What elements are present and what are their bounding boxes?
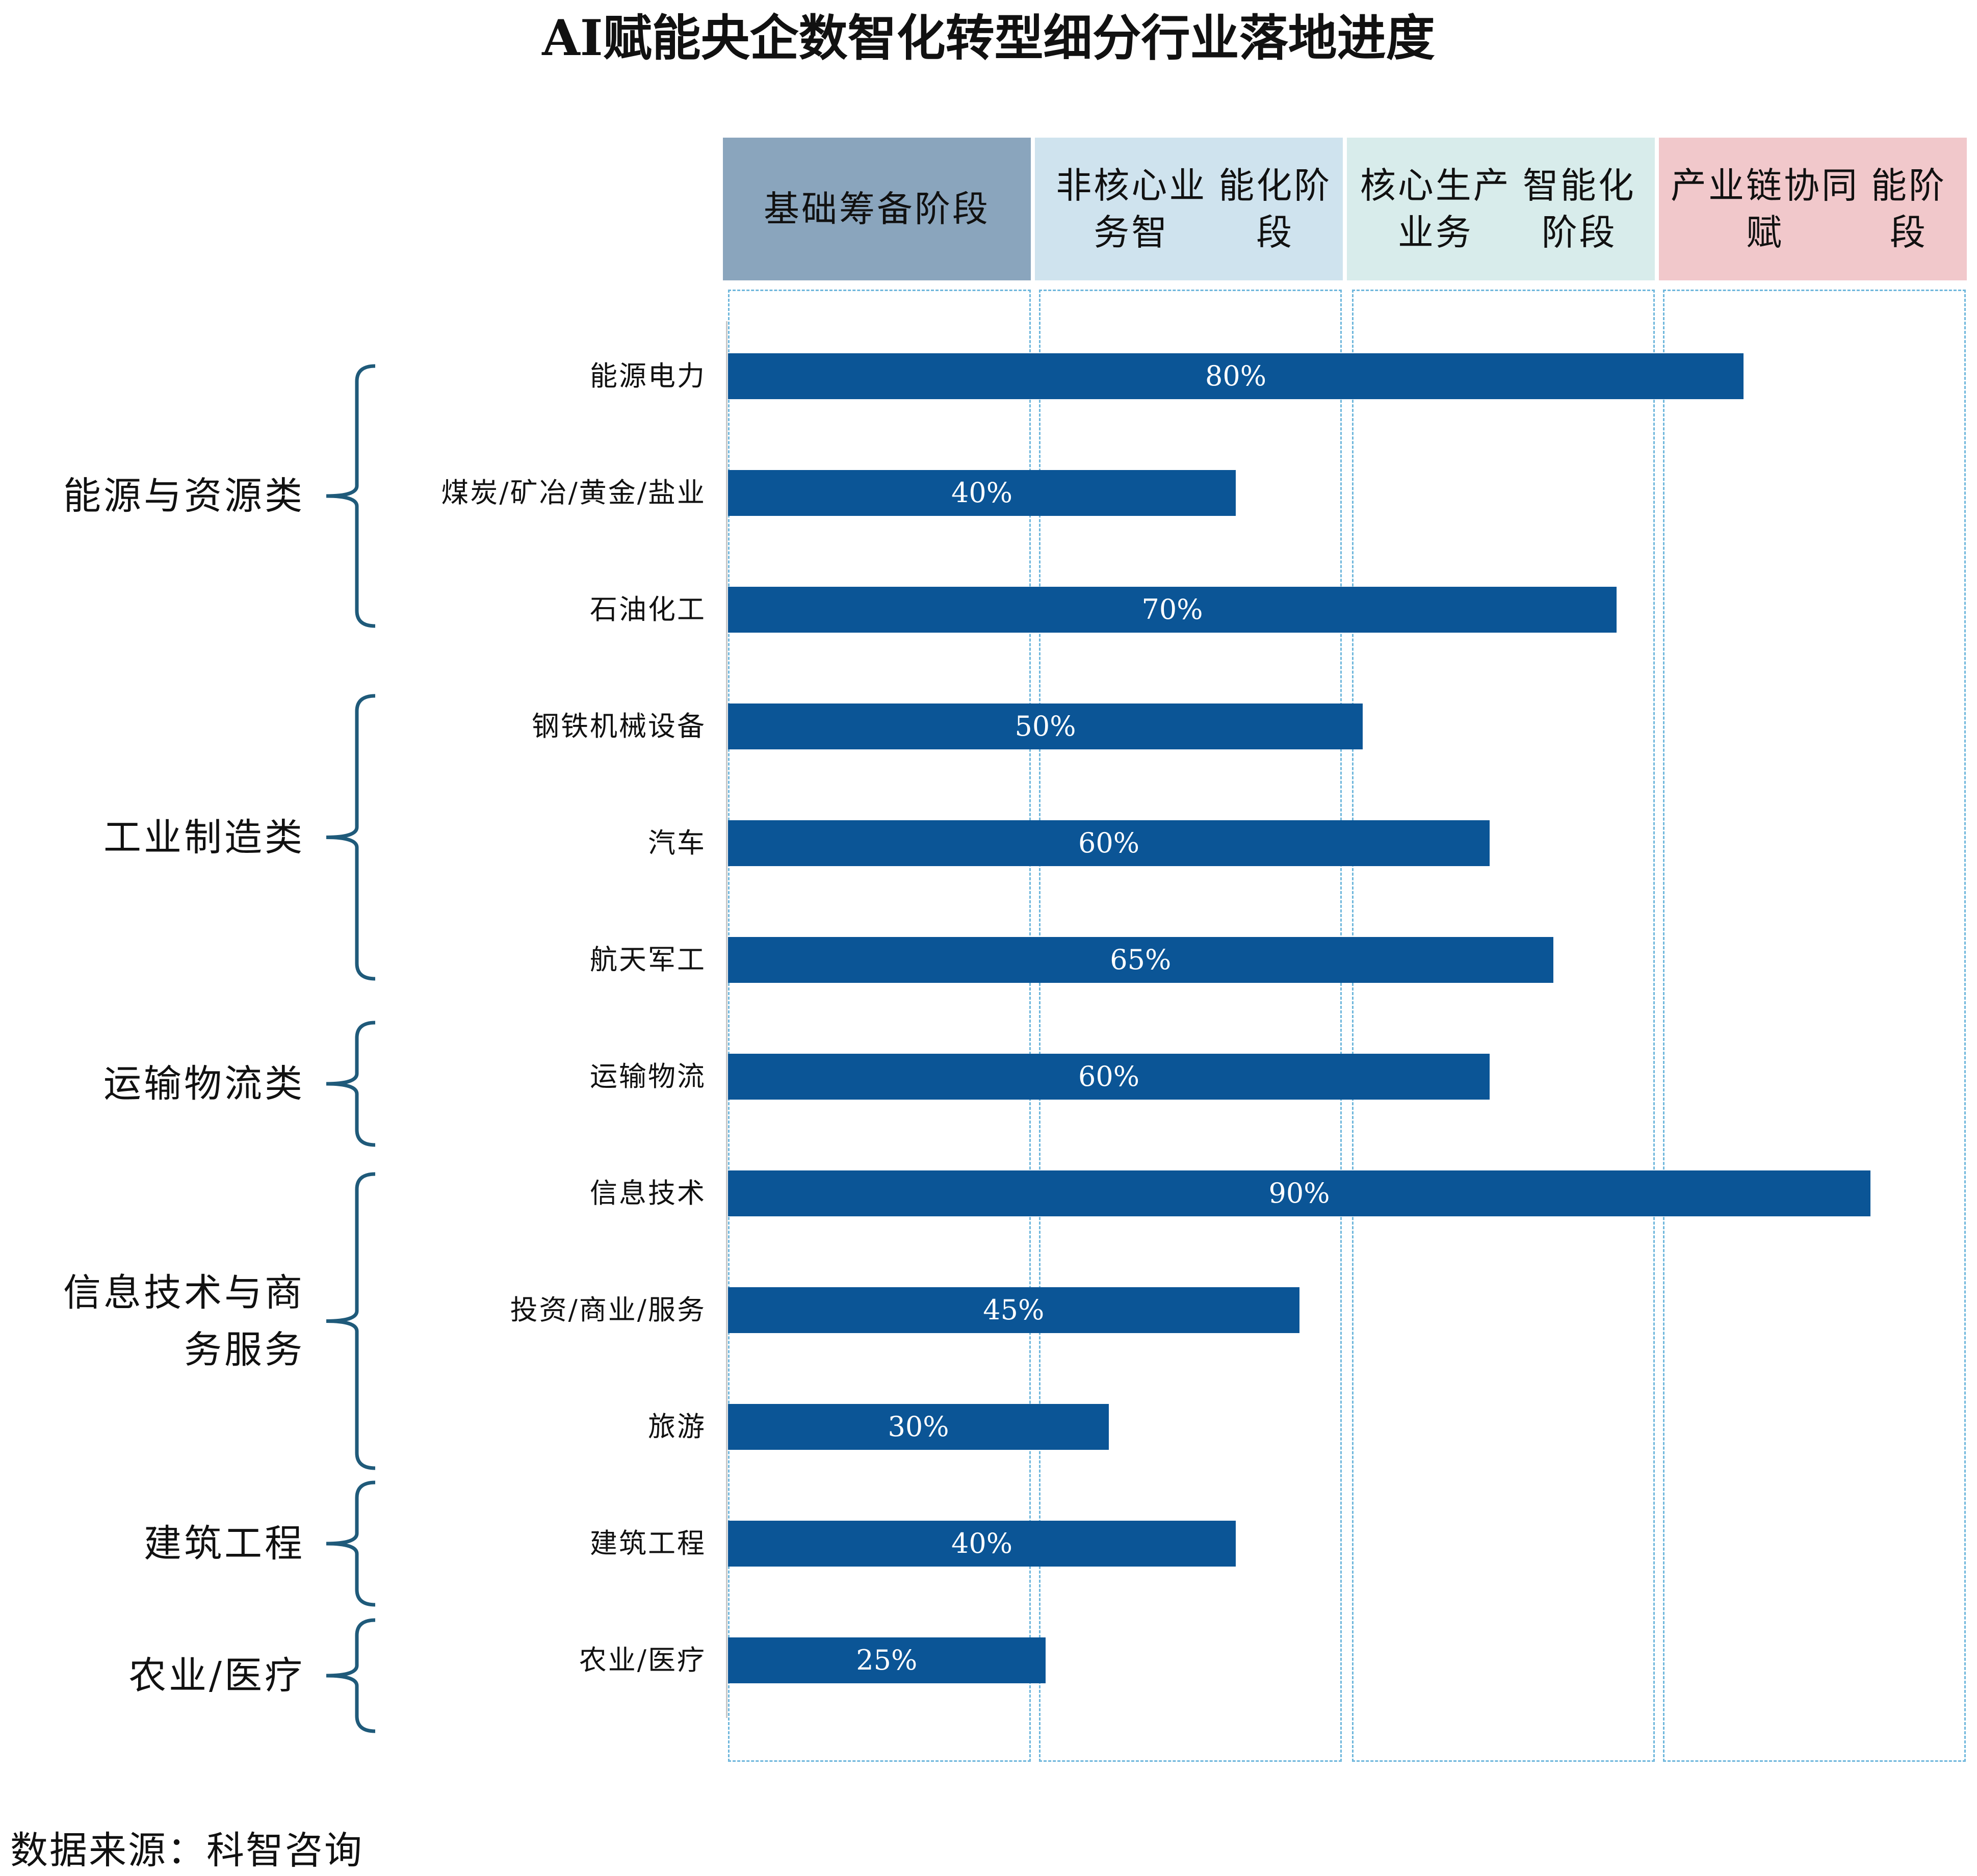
chart-title: AI赋能央企数智化转型细分行业落地进度 <box>542 9 1435 67</box>
group-label-line: 工业制造类 <box>103 815 305 859</box>
category-label: 投资/商业/服务 <box>510 1294 706 1326</box>
category-label: 建筑工程 <box>590 1527 706 1559</box>
bar-value-label: 50% <box>1014 710 1076 742</box>
source-note: 数据来源：科智咨询 <box>10 1829 363 1872</box>
group-label: 工业制造类 <box>103 809 305 866</box>
bar <box>728 1637 1046 1683</box>
bar <box>728 704 1363 749</box>
group-label-line: 信息技术与商 <box>63 1270 305 1315</box>
bar <box>728 937 1553 983</box>
bar-value-label: 80% <box>1205 360 1267 392</box>
bar-value-label: 40% <box>951 477 1013 509</box>
stage-header-line: 能阶段 <box>1871 165 1946 253</box>
group-label-line: 务服务 <box>184 1327 305 1372</box>
stage-column-frame <box>1663 290 1966 1762</box>
stage-header-1: 基础筹备阶段 <box>723 138 1031 280</box>
stage-header-line: 基础筹备阶段 <box>764 188 990 230</box>
group-label: 农业/医疗 <box>128 1647 305 1704</box>
bar-value-label: 70% <box>1141 593 1203 626</box>
group-label-line: 农业/医疗 <box>128 1654 305 1698</box>
group-label: 运输物流类 <box>103 1055 305 1112</box>
stage-header-line: 产业链协同赋 <box>1671 165 1859 253</box>
bar <box>728 1054 1490 1100</box>
bar <box>728 820 1490 866</box>
stage-column-frame <box>1352 290 1655 1762</box>
stage-header-2: 非核心业务智 能化阶段 <box>1035 138 1343 280</box>
bar-value-label: 60% <box>1078 827 1140 859</box>
group-brace <box>326 364 376 628</box>
bar-value-label: 60% <box>1078 1060 1140 1092</box>
group-label: 信息技术与商务服务 <box>63 1264 305 1378</box>
bar-value-label: 90% <box>1268 1177 1330 1209</box>
category-label: 汽车 <box>648 827 706 859</box>
bar-value-label: 25% <box>856 1644 918 1676</box>
bar <box>728 1521 1236 1567</box>
stage-header-line: 智能化阶段 <box>1522 165 1636 253</box>
group-label-line: 能源与资源类 <box>63 474 305 518</box>
bar <box>728 1404 1109 1450</box>
bar-value-label: 40% <box>951 1527 1013 1559</box>
group-brace <box>326 1618 376 1733</box>
category-label: 石油化工 <box>590 593 706 626</box>
group-label: 能源与资源类 <box>63 467 305 525</box>
category-axis-line <box>726 321 727 1718</box>
group-label-line: 运输物流类 <box>103 1062 305 1106</box>
group-brace <box>326 694 376 981</box>
bar <box>728 353 1744 399</box>
stage-header-line: 能化阶段 <box>1218 165 1332 253</box>
category-label: 旅游 <box>648 1411 706 1443</box>
category-label: 航天军工 <box>590 944 706 976</box>
stage-header-3: 核心生产业务 智能化阶段 <box>1347 138 1655 280</box>
category-label: 能源电力 <box>590 360 706 392</box>
category-label: 农业/医疗 <box>579 1644 706 1676</box>
group-brace <box>326 1480 376 1607</box>
group-label-line: 建筑工程 <box>144 1522 305 1566</box>
group-label: 建筑工程 <box>144 1515 305 1572</box>
bar-value-label: 65% <box>1110 944 1172 976</box>
stage-header-line: 核心生产业务 <box>1360 165 1511 253</box>
group-brace <box>326 1021 376 1147</box>
bar <box>728 1287 1299 1333</box>
bar <box>728 587 1617 633</box>
group-brace <box>326 1172 376 1470</box>
stage-header-line: 非核心业务智 <box>1056 165 1207 253</box>
bar-value-label: 45% <box>983 1294 1045 1326</box>
stage-column-frame <box>728 290 1031 1762</box>
category-label: 煤炭/矿冶/黄金/盐业 <box>441 477 706 509</box>
category-label: 信息技术 <box>590 1177 706 1209</box>
stage-header-4: 产业链协同赋 能阶段 <box>1659 138 1967 280</box>
bar-value-label: 30% <box>888 1411 949 1443</box>
stage-column-frame <box>1039 290 1342 1762</box>
category-label: 运输物流 <box>590 1060 706 1092</box>
bar <box>728 470 1236 516</box>
category-label: 钢铁机械设备 <box>532 710 706 742</box>
bar <box>728 1170 1870 1216</box>
